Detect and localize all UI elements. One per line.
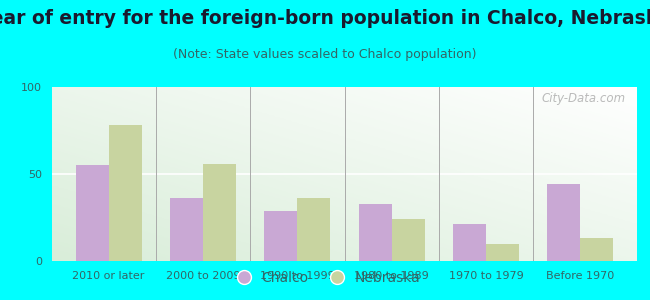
Bar xyxy=(392,219,424,261)
Bar xyxy=(203,164,236,261)
Bar xyxy=(547,184,580,261)
Bar xyxy=(75,165,109,261)
Text: Year of entry for the foreign-born population in Chalco, Nebraska: Year of entry for the foreign-born popul… xyxy=(0,9,650,28)
Bar xyxy=(580,238,614,261)
Bar xyxy=(265,211,297,261)
Text: City-Data.com: City-Data.com xyxy=(541,92,625,105)
Bar xyxy=(109,125,142,261)
Bar xyxy=(170,198,203,261)
Legend: Chalco, Nebraska: Chalco, Nebraska xyxy=(224,265,426,290)
Bar xyxy=(297,198,330,261)
Text: (Note: State values scaled to Chalco population): (Note: State values scaled to Chalco pop… xyxy=(174,48,476,61)
Bar xyxy=(486,244,519,261)
Bar xyxy=(453,224,486,261)
Bar xyxy=(359,204,392,261)
